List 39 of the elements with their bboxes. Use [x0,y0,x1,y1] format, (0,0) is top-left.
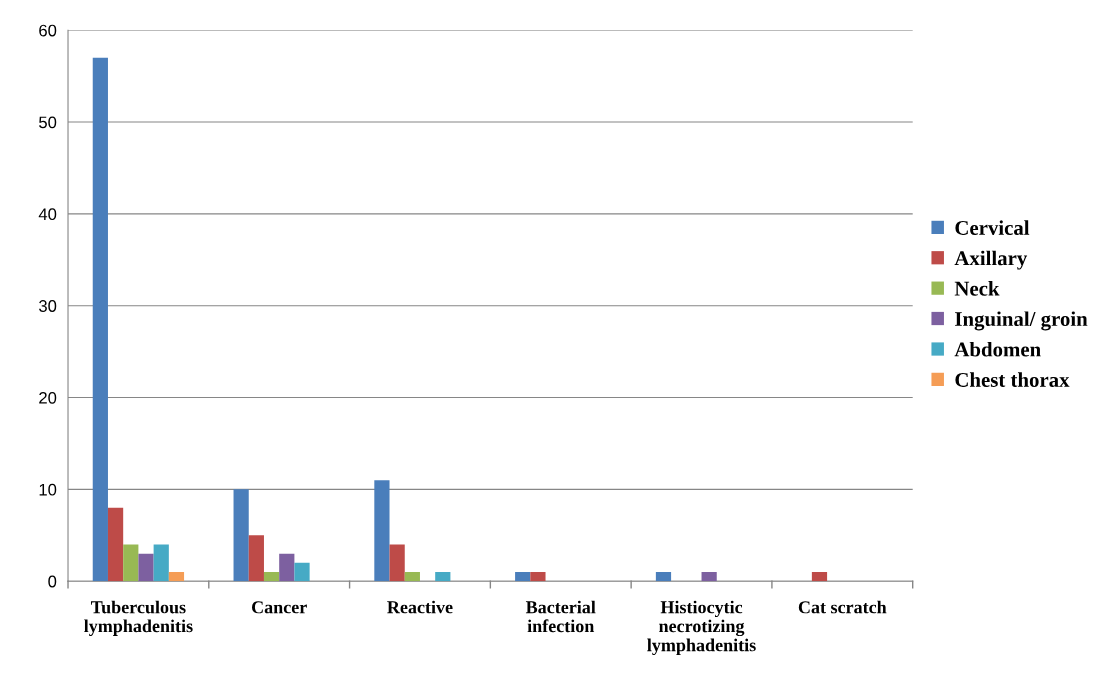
bar [233,489,249,582]
x-tick-label: Cancer [251,601,307,614]
legend-label: Abdomen [954,341,1041,357]
bar [153,544,169,582]
bar [279,553,295,582]
bar [248,535,264,582]
x-tick-label: Reactive [387,600,453,614]
y-tick-label: 60 [39,24,57,37]
bar [138,553,154,582]
bar [107,507,124,582]
x-tick-label: Bacterial infection [525,600,596,633]
x-tick-label: Histiocytic necrotizing lymphadenitis [647,600,756,656]
bar [374,480,390,582]
legend-label: Cervical [955,220,1030,235]
y-tick-label: 40 [38,208,57,221]
bar [655,572,672,582]
legend-label: Inguinal/ groin [955,311,1088,331]
y-tick-label: 0 [48,575,57,588]
x-tick-label: Tuberculous lymphadenitis [84,600,193,636]
legend-label: Neck [954,281,1000,296]
legend-label: Axillary [954,250,1028,270]
bar [263,572,280,582]
bar [515,572,531,582]
bar [530,572,546,582]
legend-label: Chest thorax [955,372,1070,387]
bar [811,572,828,582]
y-tick-label: 10 [39,483,57,496]
bar [435,572,451,582]
y-tick-label: 30 [39,300,57,312]
bar [92,57,108,582]
x-tick-label: Cat scratch [798,600,887,614]
bar [389,544,405,582]
y-tick-label: 20 [39,391,57,404]
bar [404,572,420,582]
y-tick-label: 50 [39,116,57,129]
bar [123,544,139,582]
bar [701,572,717,582]
bar [294,562,310,582]
bar [168,572,185,582]
